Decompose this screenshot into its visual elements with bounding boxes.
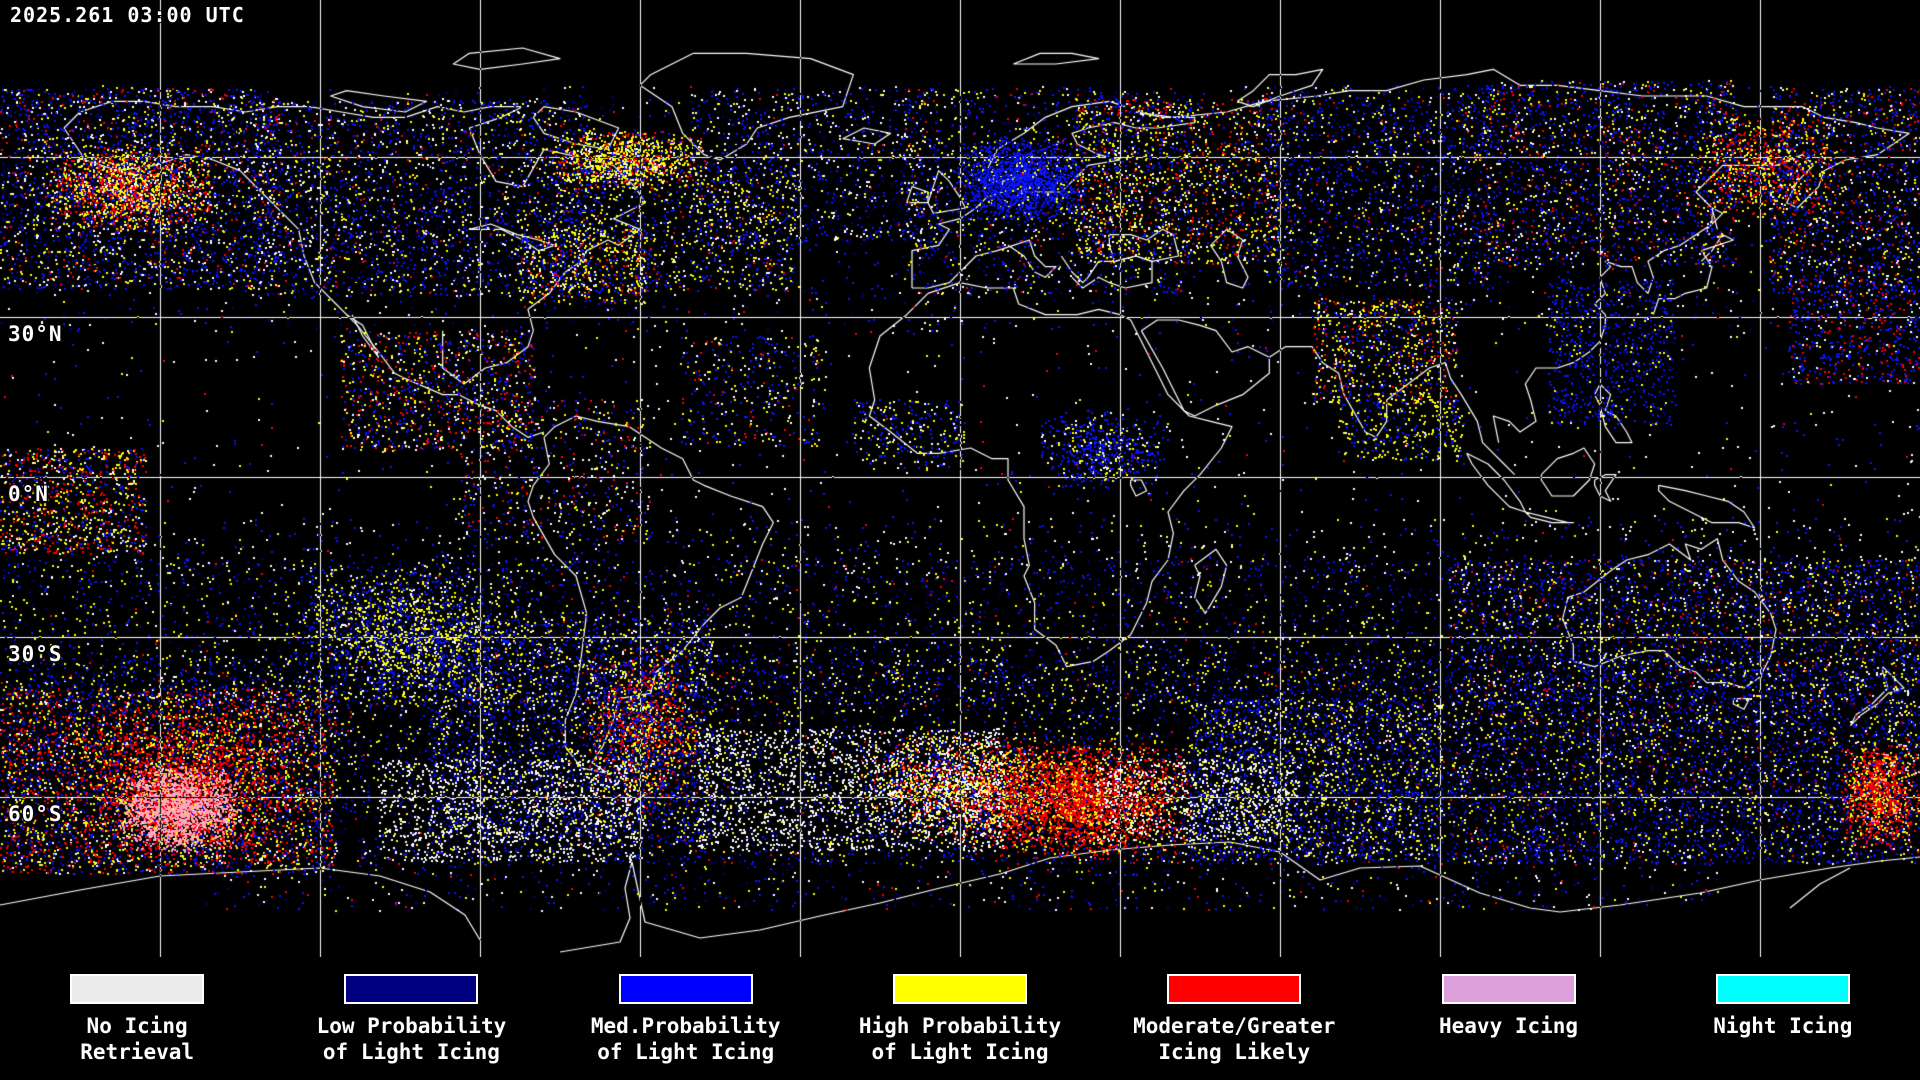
legend-item: Night Icing	[1646, 957, 1920, 1080]
legend-color-swatch	[70, 974, 205, 1004]
legend-label: No Icing Retrieval	[80, 1014, 195, 1064]
legend-item: Moderate/Greater Icing Likely	[1097, 957, 1371, 1080]
legend-item: Heavy Icing	[1371, 957, 1645, 1080]
legend-color-swatch	[618, 974, 753, 1004]
latitude-label: 60°S	[8, 802, 63, 826]
legend-item: Low Probability of Light Icing	[274, 957, 548, 1080]
latitude-label: 30°S	[8, 642, 63, 666]
legend-item: No Icing Retrieval	[0, 957, 274, 1080]
latitude-label: 30°N	[8, 322, 63, 346]
legend: No Icing Retrieval Low Probability of Lig…	[0, 957, 1920, 1080]
legend-color-swatch	[892, 974, 1027, 1004]
legend-label: Heavy Icing	[1439, 1014, 1579, 1038]
legend-color-swatch	[344, 974, 479, 1004]
latitude-label: 0°N	[8, 482, 49, 506]
legend-color-swatch	[1441, 974, 1576, 1004]
legend-label: Med.Probability of Light Icing	[590, 1014, 781, 1064]
legend-item: Med.Probability of Light Icing	[549, 957, 823, 1080]
legend-item: High Probability of Light Icing	[823, 957, 1097, 1080]
legend-color-swatch	[1167, 974, 1302, 1004]
legend-label: Night Icing	[1713, 1014, 1853, 1038]
legend-label: High Probability of Light Icing	[858, 1014, 1062, 1064]
legend-color-swatch	[1715, 974, 1850, 1004]
timestamp-label: 2025.261 03:00 UTC	[10, 3, 245, 27]
legend-label: Low Probability of Light Icing	[316, 1014, 507, 1064]
legend-label: Moderate/Greater Icing Likely	[1133, 1014, 1336, 1064]
